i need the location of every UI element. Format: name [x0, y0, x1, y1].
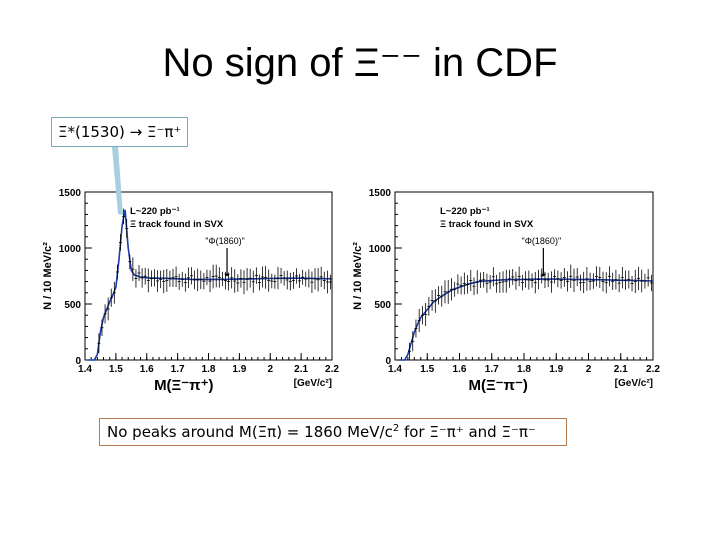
- x-tick-label: 1.6: [140, 364, 154, 375]
- x-tick-label: 1.5: [420, 364, 434, 375]
- slide-title: No sign of Ξ⁻⁻ in CDF: [162, 41, 558, 85]
- y-tick-label: 1000: [369, 244, 392, 255]
- x-tick-label: 2: [267, 364, 273, 375]
- x-axis-label: M(Ξ⁻π⁻): [468, 377, 527, 394]
- x-tick-label: 1.8: [202, 364, 216, 375]
- y-tick-label: 1500: [369, 188, 392, 199]
- phi-label: "Φ(1860)": [205, 236, 245, 246]
- x-tick-label: 2.1: [294, 364, 308, 375]
- footer-text: No peaks around M(Ξπ) = 1860 MeV/c: [107, 423, 393, 441]
- x-tick-label: 2.1: [614, 364, 628, 375]
- y-tick-label: 500: [64, 300, 81, 311]
- y-axis-label: N / 10 MeV/c²: [352, 242, 364, 310]
- y-tick-label: 500: [374, 300, 391, 311]
- x-tick-label: 1.9: [549, 364, 563, 375]
- callout-pointer-arrow: [112, 147, 123, 215]
- luminosity-label: L~220 pb⁻¹: [440, 206, 490, 217]
- y-tick-label: 0: [75, 356, 81, 367]
- footer-note: No peaks around M(Ξπ) = 1860 MeV/c2 for …: [99, 418, 567, 446]
- x-tick-label: 1.4: [388, 364, 402, 375]
- xi-star-callout: Ξ*(1530) → Ξ⁻π⁺: [51, 117, 188, 147]
- y-tick-label: 1000: [59, 244, 82, 255]
- luminosity-label: L~220 pb⁻¹: [130, 206, 180, 217]
- y-tick-label: 0: [385, 356, 391, 367]
- chart-xi-pi-plus: 0 500 1000 1500 1.4 1.5 1.6 1.7 1.8 1.9 2 2.1 2.2 N /…: [42, 188, 339, 394]
- svx-label: Ξ track found in SVX: [440, 219, 534, 230]
- y-axis-label: N / 10 MeV/c²: [42, 242, 54, 310]
- x-tick-label: 1.4: [78, 364, 92, 375]
- footer-superscript: 2: [392, 423, 400, 434]
- x-tick-label: 1.7: [171, 364, 185, 375]
- x-axis-unit: [GeV/c²]: [615, 378, 653, 389]
- fit-curve: [88, 209, 333, 361]
- svx-label: Ξ track found in SVX: [130, 219, 224, 230]
- phi-label: "Φ(1860)": [522, 236, 562, 246]
- x-tick-label: 1.7: [485, 364, 499, 375]
- x-tick-label: 2.2: [325, 364, 339, 375]
- x-tick-label: 1.6: [453, 364, 467, 375]
- y-tick-label: 1500: [59, 188, 82, 199]
- x-tick-label: 1.5: [109, 364, 123, 375]
- footer-text-end: for Ξ⁻π⁺ and Ξ⁻π⁻: [399, 423, 536, 441]
- x-axis-unit: [GeV/c²]: [294, 378, 332, 389]
- x-tick-label: 2.2: [646, 364, 660, 375]
- x-tick-label: 2: [586, 364, 592, 375]
- chart-xi-pi-minus: 0 500 1000 1500 1.4 1.5 1.6 1.7 1.8 1.9 2 2.1 2.2 N /…: [352, 188, 660, 394]
- x-tick-label: 1.8: [517, 364, 531, 375]
- x-tick-label: 1.9: [232, 364, 246, 375]
- x-axis-label: M(Ξ⁻π⁺): [154, 377, 213, 394]
